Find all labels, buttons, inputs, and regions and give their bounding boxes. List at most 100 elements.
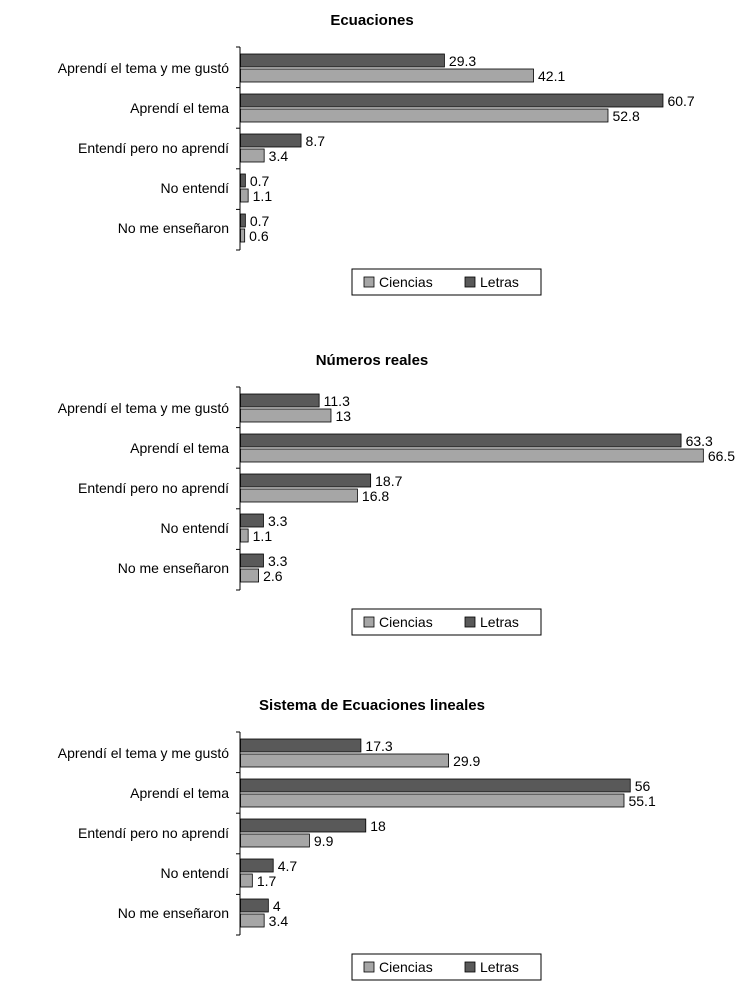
bar-ciencias [240,528,249,543]
bar-ciencias [240,833,310,848]
bar-letras [240,213,246,228]
bar-ciencias [240,68,534,83]
value-label: 16.8 [362,488,389,504]
value-label: 13 [335,408,351,424]
value-label: 52.8 [612,108,639,124]
category-label: No entendí [161,865,230,881]
category-label: Entendí pero no aprendí [78,825,229,841]
chart-3: Sistema de Ecuaciones lineales Aprendí el… [58,697,656,981]
bar-ciencias [240,913,265,928]
category-label: Entendí pero no aprendí [78,140,229,156]
bar-letras [240,553,264,568]
value-label: 1.1 [253,528,273,544]
value-label: 17.3 [365,738,392,754]
bar-ciencias [240,753,450,768]
category-label: Aprendí el tema y me gustó [58,400,229,416]
category-label: No entendí [161,180,230,196]
value-label: 3.4 [269,148,289,164]
value-label: 63.3 [686,433,713,449]
value-label: 0.7 [250,173,270,189]
legend-box [351,953,542,981]
legend: Ciencias Letras [351,608,542,636]
category-label: No entendí [161,520,230,536]
bar-letras [240,393,320,408]
category-label: Aprendí el tema y me gustó [58,60,229,76]
bar-ciencias [240,488,358,503]
value-label: 4 [273,898,281,914]
chart-1: Ecuaciones Aprendí el tema y me gustó 29.3… [58,12,695,296]
value-label: 11.3 [324,393,350,409]
value-label: 9.9 [314,833,334,849]
value-label: 60.7 [667,93,694,109]
category-label: No me enseñaron [118,905,229,921]
chart-title: Sistema de Ecuaciones lineales [259,697,485,714]
bar-letras [240,898,269,913]
bar-ciencias [240,793,625,808]
bar-ciencias [240,108,609,123]
category-label: Aprendí el tema [130,100,229,116]
value-label: 0.6 [249,228,269,244]
value-label: 42.1 [538,68,565,84]
legend-label-ciencias: Ciencias [379,959,433,975]
value-label: 1.7 [257,873,277,889]
value-label: 3.3 [268,553,288,569]
bar-letras [240,433,682,448]
value-label: 8.7 [306,133,326,149]
legend-label-letras: Letras [480,614,519,630]
value-label: 0.7 [250,213,270,229]
chart-title: Números reales [316,352,429,369]
bar-ciencias [240,448,704,463]
chart-2: Números reales Aprendí el tema y me gustó… [58,352,735,636]
bar-ciencias [240,228,246,243]
bar-ciencias [240,568,259,583]
value-label: 4.7 [278,858,298,874]
value-label: 56 [635,778,651,794]
legend-box [351,268,542,296]
legend-swatch-letras [464,961,476,973]
bar-ciencias [240,873,253,888]
legend-label-ciencias: Ciencias [379,614,433,630]
legend-swatch-ciencias [363,276,375,288]
legend-swatch-letras [464,276,476,288]
legend-label-ciencias: Ciencias [379,274,433,290]
category-label: Entendí pero no aprendí [78,480,229,496]
value-label: 3.4 [269,913,289,929]
value-label: 1.1 [253,188,273,204]
bar-letras [240,738,362,753]
bar-letras [240,778,631,793]
bar-letras [240,513,264,528]
value-label: 55.1 [628,793,655,809]
category-label: No me enseñaron [118,220,229,236]
bar-letras [240,818,367,833]
value-label: 66.5 [708,448,735,464]
bar-letras [240,93,664,108]
legend: Ciencias Letras [351,953,542,981]
category-label: Aprendí el tema y me gustó [58,745,229,761]
chart-title: Ecuaciones [330,12,413,29]
value-label: 18.7 [375,473,402,489]
value-label: 18 [370,818,386,834]
bar-ciencias [240,148,265,163]
legend-swatch-ciencias [363,616,375,628]
bar-letras [240,173,246,188]
legend-swatch-letras [464,616,476,628]
value-label: 2.6 [263,568,283,584]
value-label: 29.9 [453,753,480,769]
legend-label-letras: Letras [480,274,519,290]
legend: Ciencias Letras [351,268,542,296]
legend-label-letras: Letras [480,959,519,975]
bar-letras [240,53,445,68]
bar-letras [240,473,372,488]
value-label: 3.3 [268,513,288,529]
legend-swatch-ciencias [363,961,375,973]
category-label: Aprendí el tema [130,785,229,801]
bar-ciencias [240,408,332,423]
legend-box [351,608,542,636]
bar-letras [240,133,302,148]
bar-ciencias [240,188,249,203]
category-label: No me enseñaron [118,560,229,576]
category-label: Aprendí el tema [130,440,229,456]
bar-letras [240,858,274,873]
value-label: 29.3 [449,53,476,69]
